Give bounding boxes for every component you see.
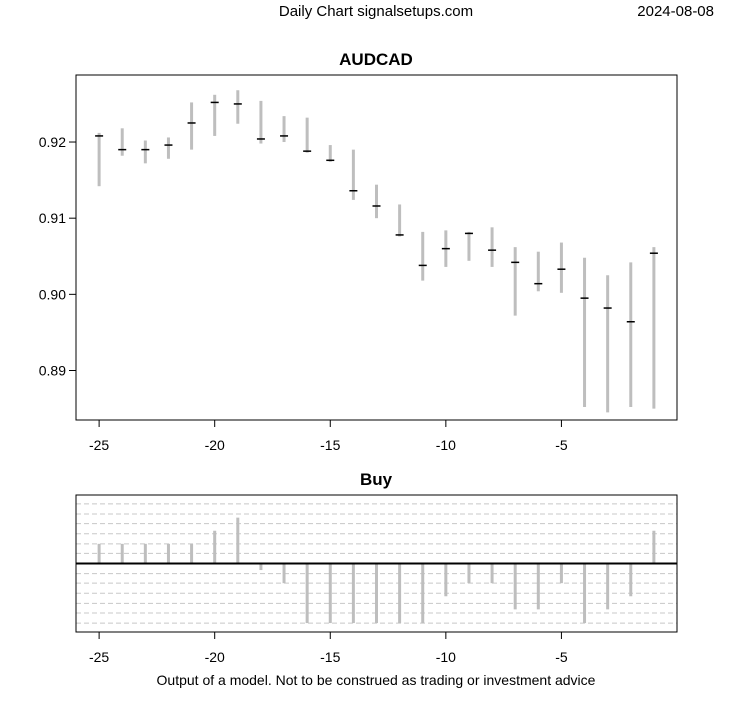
bottom-chart-title: Buy — [360, 470, 393, 489]
y-tick-label: 0.89 — [39, 362, 66, 378]
x-tick-label: -25 — [89, 437, 109, 453]
x-tick-label: -20 — [205, 437, 225, 453]
top-chart: 0.89 0.90 0.91 0.92 -25 -20 -15 -10 -5 — [39, 90, 658, 453]
y-tick-label: 0.91 — [39, 210, 66, 226]
y-tick-label: 0.90 — [39, 286, 66, 302]
top-chart-frame — [75, 74, 678, 421]
x-tick-label: -20 — [205, 649, 225, 665]
x-tick-label: -5 — [555, 437, 568, 453]
x-tick-label: -10 — [436, 649, 456, 665]
x-tick-label: -25 — [89, 649, 109, 665]
disclaimer: Output of a model. Not to be construed a… — [157, 672, 596, 688]
bottom-chart: -25 -20 -15 -10 -5 — [76, 503, 677, 665]
header-date: 2024-08-08 — [637, 3, 714, 20]
y-tick-label: 0.92 — [39, 134, 66, 150]
x-tick-label: -15 — [320, 437, 340, 453]
x-tick-label: -15 — [320, 649, 340, 665]
x-tick-label: -5 — [555, 649, 568, 665]
top-chart-title: AUDCAD — [339, 50, 413, 69]
x-tick-label: -10 — [436, 437, 456, 453]
header-left: Daily Chart signalsetups.com — [279, 3, 473, 20]
bottom-chart-frame — [75, 494, 678, 633]
